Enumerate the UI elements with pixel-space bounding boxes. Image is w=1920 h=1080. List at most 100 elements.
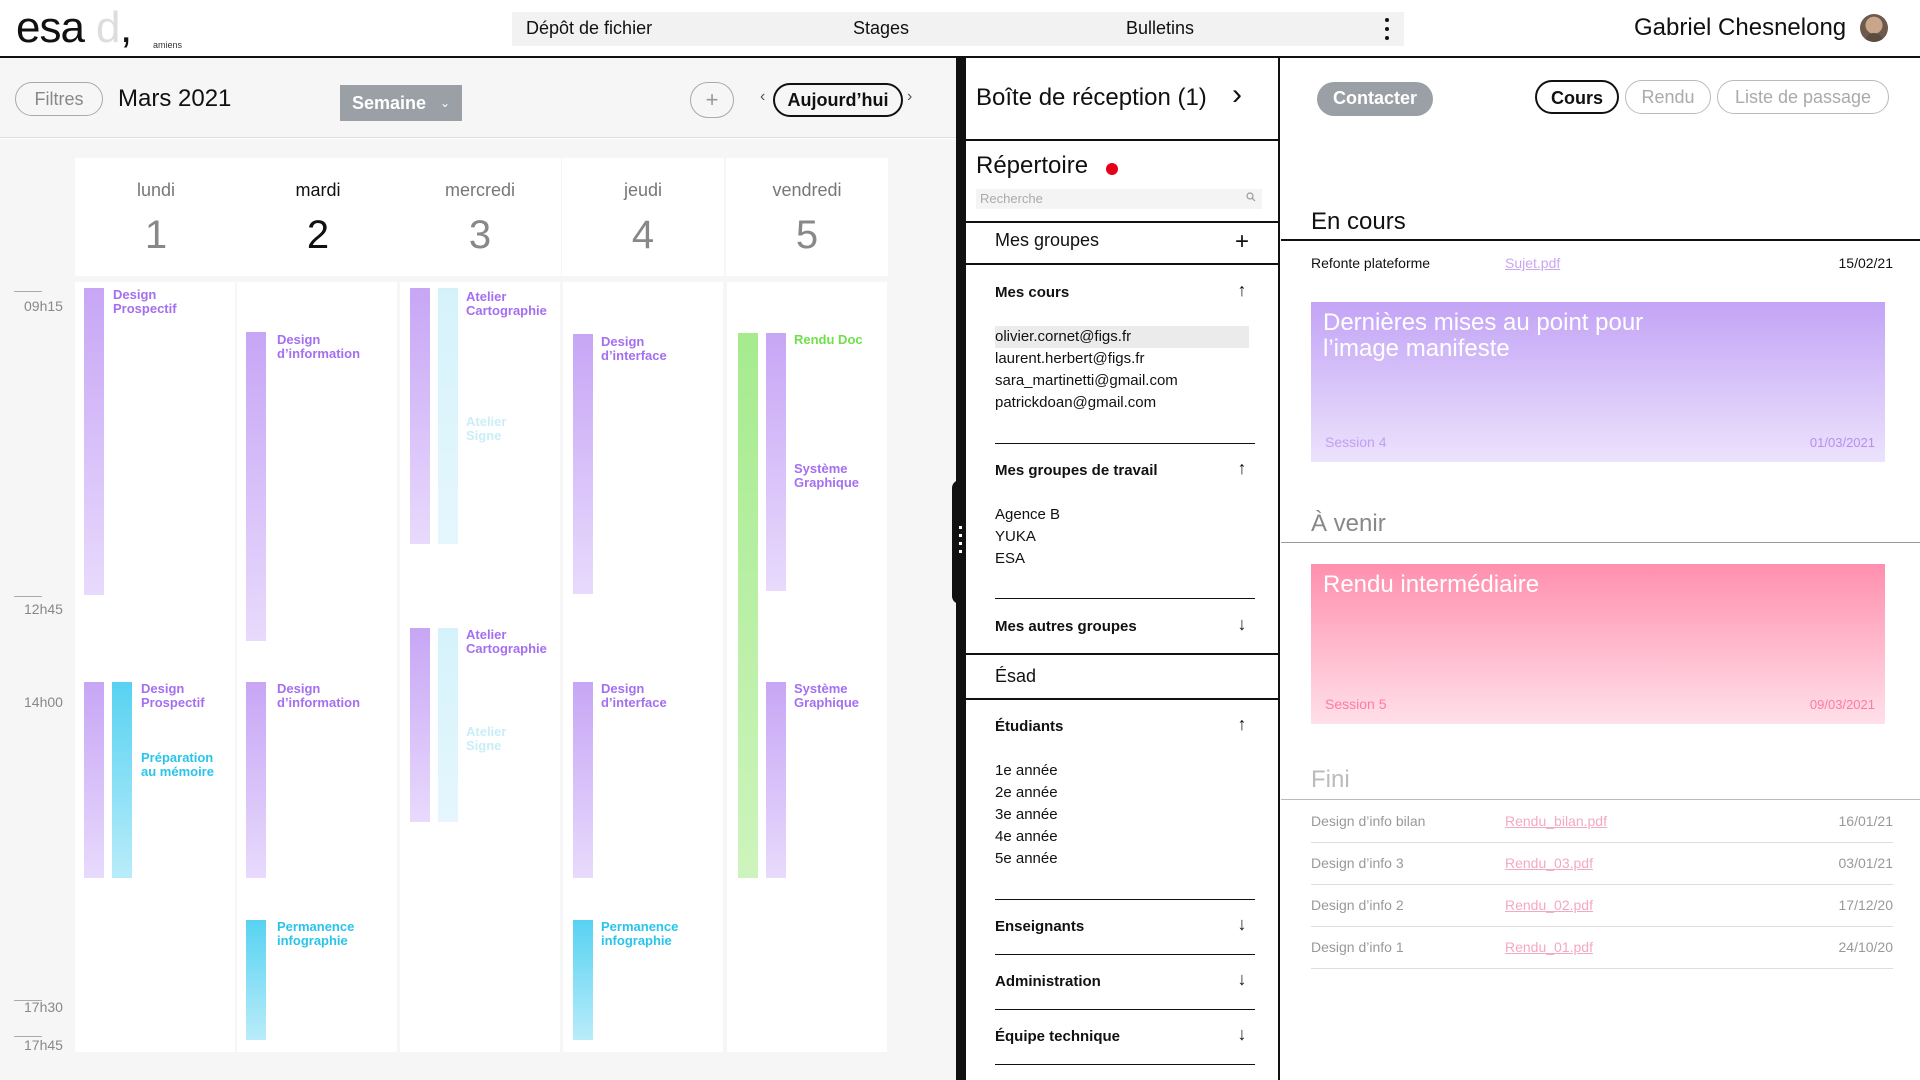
day-header-thursday[interactable]: jeudi 4: [562, 158, 724, 276]
nav-bulletins[interactable]: Bulletins: [1126, 18, 1195, 38]
arrow-up-icon[interactable]: ↑: [1237, 458, 1247, 478]
event-atelier-signe[interactable]: Atelier Signe: [466, 414, 507, 443]
course-email[interactable]: laurent.herbert@figs.fr: [995, 350, 1145, 367]
session-card[interactable]: Dernières mises au point pour l’image ma…: [1311, 302, 1885, 462]
event-systeme-graphique[interactable]: Système Graphique: [794, 681, 860, 710]
esad-logo[interactable]: esa d , amiens: [16, 6, 182, 51]
file-link[interactable]: Rendu_03.pdf: [1505, 855, 1593, 871]
administration-label[interactable]: Administration: [995, 973, 1101, 990]
search-input[interactable]: Recherche: [976, 189, 1262, 209]
event-bar[interactable]: [438, 628, 458, 822]
my-courses-label[interactable]: Mes cours: [995, 284, 1070, 301]
event-bar[interactable]: [738, 333, 758, 878]
my-groups-label[interactable]: Mes groupes: [995, 230, 1100, 250]
event-bar[interactable]: [410, 628, 430, 822]
event-bar[interactable]: [766, 682, 786, 878]
tab-liste-passage[interactable]: Liste de passage: [1717, 80, 1889, 114]
day-header-monday[interactable]: lundi 1: [75, 158, 237, 276]
filters-button[interactable]: Filtres: [15, 82, 103, 116]
students-label[interactable]: Étudiants: [995, 718, 1064, 735]
today-button[interactable]: Aujourd’hui: [773, 83, 903, 117]
event-permanence-infographie[interactable]: Permanence infographie: [277, 919, 355, 948]
arrow-down-icon[interactable]: ↓: [1237, 1024, 1247, 1044]
tab-cours[interactable]: Cours: [1535, 80, 1619, 114]
work-groups-label[interactable]: Mes groupes de travail: [995, 462, 1158, 479]
course-email[interactable]: patrickdoan@gmail.com: [995, 394, 1157, 411]
nav-stages[interactable]: Stages: [853, 18, 910, 38]
year-item[interactable]: 4e année: [995, 828, 1058, 845]
day-header-wednesday[interactable]: mercredi 3: [399, 158, 561, 276]
event-rendu-doc[interactable]: Rendu Doc: [794, 332, 863, 347]
tab-rendu[interactable]: Rendu: [1625, 80, 1711, 114]
event-design-information[interactable]: Design d’information: [277, 332, 361, 361]
day-header-tuesday[interactable]: mardi 2: [237, 158, 399, 276]
event-permanence-infographie[interactable]: Permanence infographie: [601, 919, 679, 948]
tech-team-label[interactable]: Équipe technique: [995, 1028, 1121, 1045]
work-group-item[interactable]: Agence B: [995, 506, 1061, 523]
event-atelier-cartographie[interactable]: Atelier Cartographie: [466, 627, 547, 656]
add-group-icon[interactable]: +: [1234, 228, 1249, 255]
contact-button[interactable]: Contacter: [1317, 82, 1433, 116]
year-item[interactable]: 2e année: [995, 784, 1058, 801]
file-link[interactable]: Sujet.pdf: [1505, 255, 1561, 271]
year-item[interactable]: 3e année: [995, 806, 1058, 823]
more-menu-icon[interactable]: [1382, 18, 1392, 40]
arrow-down-icon[interactable]: ↓: [1237, 914, 1247, 934]
esad-label[interactable]: Ésad: [995, 666, 1037, 686]
table-row[interactable]: Design d’info 3 Rendu_03.pdf 03/01/21: [1311, 855, 1893, 877]
event-bar[interactable]: [573, 334, 593, 594]
arrow-down-icon[interactable]: ↓: [1237, 969, 1247, 989]
arrow-up-icon[interactable]: ↑: [1237, 714, 1247, 734]
event-bar[interactable]: [766, 333, 786, 591]
avatar[interactable]: [1860, 14, 1888, 42]
user-name[interactable]: Gabriel Chesnelong: [1634, 14, 1847, 41]
other-groups-label[interactable]: Mes autres groupes: [995, 618, 1137, 635]
drag-handle-icon[interactable]: [952, 480, 968, 604]
next-week-button[interactable]: ›: [907, 88, 913, 105]
work-group-item[interactable]: ESA: [995, 550, 1026, 567]
course-email[interactable]: olivier.cornet@figs.fr: [995, 328, 1132, 345]
event-bar[interactable]: [246, 920, 266, 1040]
file-link[interactable]: Rendu_01.pdf: [1505, 939, 1593, 955]
event-bar[interactable]: [84, 682, 104, 878]
year-item[interactable]: 1e année: [995, 762, 1058, 779]
view-select[interactable]: Semaine ⌄: [340, 85, 462, 121]
table-row[interactable]: Design d’info 2 Rendu_02.pdf 17/12/20: [1311, 897, 1893, 919]
event-bar[interactable]: [246, 682, 266, 878]
add-event-button[interactable]: +: [690, 82, 734, 118]
chevron-right-icon[interactable]: ›: [1232, 78, 1242, 111]
table-row[interactable]: Design d’info bilan Rendu_bilan.pdf 16/0…: [1311, 813, 1893, 835]
event-bar[interactable]: [84, 288, 104, 595]
event-bar[interactable]: [573, 920, 593, 1040]
arrow-down-icon[interactable]: ↓: [1237, 614, 1247, 634]
event-bar[interactable]: [438, 288, 458, 544]
event-preparation-memoire[interactable]: Préparation au mémoire: [141, 750, 214, 779]
course-email[interactable]: sara_martinetti@gmail.com: [995, 372, 1178, 389]
event-design-information[interactable]: Design d’information: [277, 681, 361, 710]
event-bar[interactable]: [112, 682, 132, 878]
event-bar[interactable]: [573, 682, 593, 878]
table-row[interactable]: Design d’info 1 Rendu_01.pdf 24/10/20: [1311, 939, 1893, 961]
divider: [1311, 884, 1893, 885]
file-link[interactable]: Rendu_bilan.pdf: [1505, 813, 1607, 829]
year-item[interactable]: 5e année: [995, 850, 1058, 867]
inbox-link[interactable]: Boîte de réception (1): [976, 84, 1207, 111]
event-systeme-graphique[interactable]: Système Graphique: [794, 461, 860, 490]
work-group-item[interactable]: YUKA: [995, 528, 1036, 545]
event-design-interface[interactable]: Design d’interface: [601, 681, 667, 710]
previous-week-button[interactable]: ‹: [760, 88, 766, 105]
event-bar[interactable]: [246, 332, 266, 641]
event-atelier-signe[interactable]: Atelier Signe: [466, 724, 507, 753]
day-header-friday[interactable]: vendredi 5: [726, 158, 888, 276]
arrow-up-icon[interactable]: ↑: [1237, 280, 1247, 300]
table-row[interactable]: Refonte plateforme Sujet.pdf 15/02/21: [1311, 255, 1893, 277]
teachers-label[interactable]: Enseignants: [995, 918, 1085, 935]
session-card[interactable]: Rendu intermédiaire Session 5 09/03/2021: [1311, 564, 1885, 724]
file-link[interactable]: Rendu_02.pdf: [1505, 897, 1593, 913]
event-bar[interactable]: [410, 288, 430, 544]
nav-depot-fichier[interactable]: Dépôt de fichier: [526, 18, 653, 38]
event-design-prospectif[interactable]: Design Prospectif: [113, 287, 177, 316]
event-atelier-cartographie[interactable]: Atelier Cartographie: [466, 289, 547, 318]
event-design-prospectif[interactable]: Design Prospectif: [141, 681, 205, 710]
event-design-interface[interactable]: Design d’interface: [601, 334, 667, 363]
